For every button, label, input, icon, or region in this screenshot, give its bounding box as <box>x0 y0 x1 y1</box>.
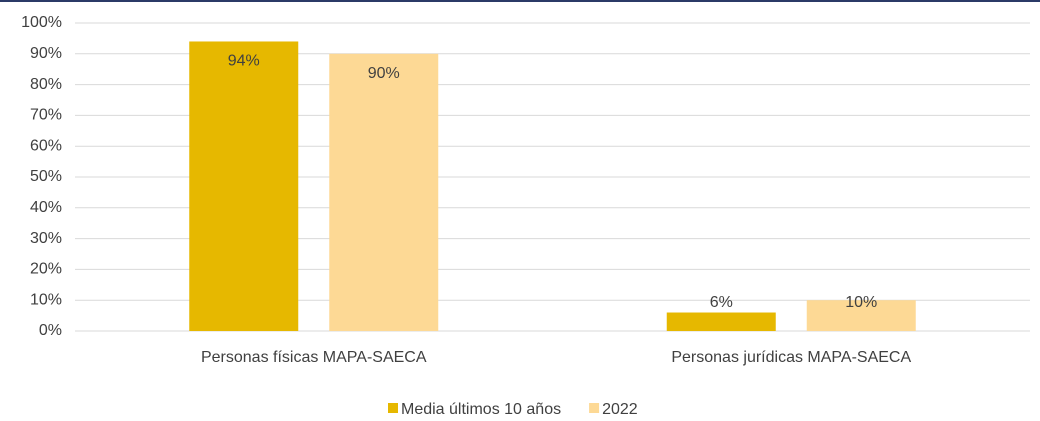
legend-label: 2022 <box>602 401 638 418</box>
top-border <box>0 0 1040 2</box>
y-tick-label: 90% <box>30 45 62 62</box>
y-tick-label: 60% <box>30 137 62 154</box>
y-tick-label: 10% <box>30 291 62 308</box>
value-label: 10% <box>845 294 877 311</box>
x-tick-label: Personas jurídicas MAPA-SAECA <box>671 349 911 366</box>
y-tick-label: 0% <box>39 322 62 339</box>
value-label: 6% <box>710 294 733 311</box>
bar <box>666 312 776 331</box>
y-tick-label: 20% <box>30 261 62 278</box>
bar <box>329 53 439 332</box>
y-tick-label: 80% <box>30 76 62 93</box>
y-tick-label: 50% <box>30 168 62 185</box>
y-tick-label: 30% <box>30 230 62 247</box>
bar <box>806 300 916 331</box>
legend-swatch <box>388 403 398 413</box>
legend-label: Media últimos 10 años <box>401 401 561 418</box>
legend-swatch <box>589 403 600 413</box>
value-label: 90% <box>368 65 400 82</box>
y-tick-label: 100% <box>21 14 62 31</box>
y-tick-label: 70% <box>30 107 62 124</box>
bar <box>189 41 299 331</box>
value-label: 94% <box>228 53 260 70</box>
y-tick-label: 40% <box>30 199 62 216</box>
x-tick-label: Personas físicas MAPA-SAECA <box>201 349 427 366</box>
